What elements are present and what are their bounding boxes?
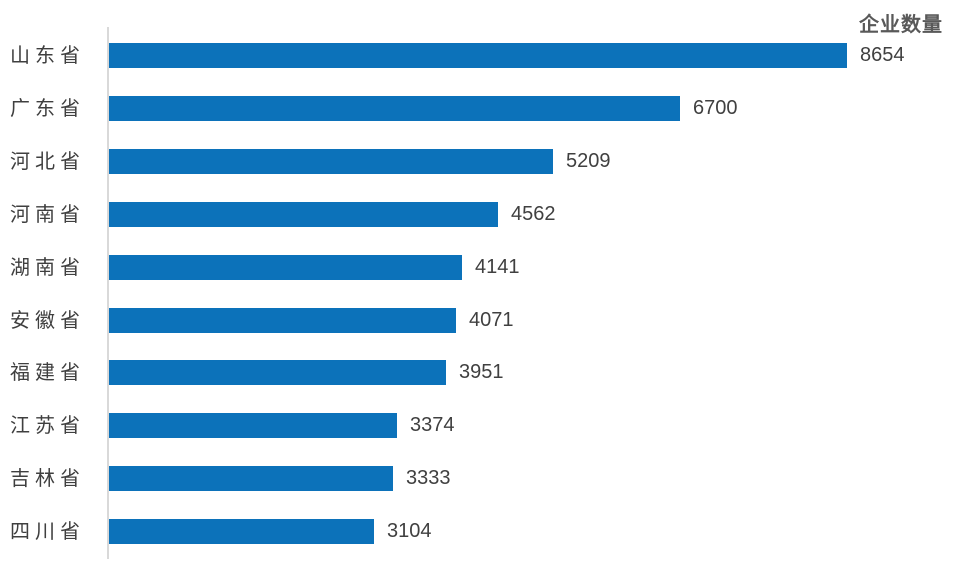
value-label: 3333 xyxy=(406,467,451,489)
value-label: 4141 xyxy=(475,256,520,278)
category-label: 福建省 xyxy=(10,362,85,384)
bar xyxy=(109,43,847,68)
category-label: 河南省 xyxy=(10,204,85,226)
category-label: 吉林省 xyxy=(10,468,85,490)
category-label: 广东省 xyxy=(10,98,85,120)
bar-row: 湖南省 4141 xyxy=(0,255,959,280)
bar-row: 山东省 8654 xyxy=(0,43,959,68)
bar-row: 江苏省 3374 xyxy=(0,413,959,438)
bar xyxy=(109,96,680,121)
bar xyxy=(109,466,393,491)
value-label: 3951 xyxy=(459,361,504,383)
value-label: 6700 xyxy=(693,97,738,119)
bar xyxy=(109,202,498,227)
category-label: 江苏省 xyxy=(10,415,85,437)
category-label: 山东省 xyxy=(10,45,85,67)
bar-row: 四川省 3104 xyxy=(0,519,959,544)
category-label: 河北省 xyxy=(10,151,85,173)
category-label: 湖南省 xyxy=(10,257,85,279)
bar-row: 安徽省 4071 xyxy=(0,308,959,333)
bar xyxy=(109,413,397,438)
chart-title: 企业数量 xyxy=(859,14,943,36)
y-axis-line xyxy=(107,27,109,559)
bar xyxy=(109,308,456,333)
bar-row: 河南省 4562 xyxy=(0,202,959,227)
bar-row: 广东省 6700 xyxy=(0,96,959,121)
value-label: 5209 xyxy=(566,150,611,172)
bar-row: 吉林省 3333 xyxy=(0,466,959,491)
category-label: 安徽省 xyxy=(10,310,85,332)
value-label: 4071 xyxy=(469,309,514,331)
bar xyxy=(109,360,446,385)
bar-row: 福建省 3951 xyxy=(0,360,959,385)
bar xyxy=(109,519,374,544)
value-label: 8654 xyxy=(860,44,905,66)
category-label: 四川省 xyxy=(10,521,85,543)
bar xyxy=(109,149,553,174)
value-label: 3374 xyxy=(410,414,455,436)
value-label: 4562 xyxy=(511,203,556,225)
value-label: 3104 xyxy=(387,520,432,542)
bar-row: 河北省 5209 xyxy=(0,149,959,174)
bar xyxy=(109,255,462,280)
